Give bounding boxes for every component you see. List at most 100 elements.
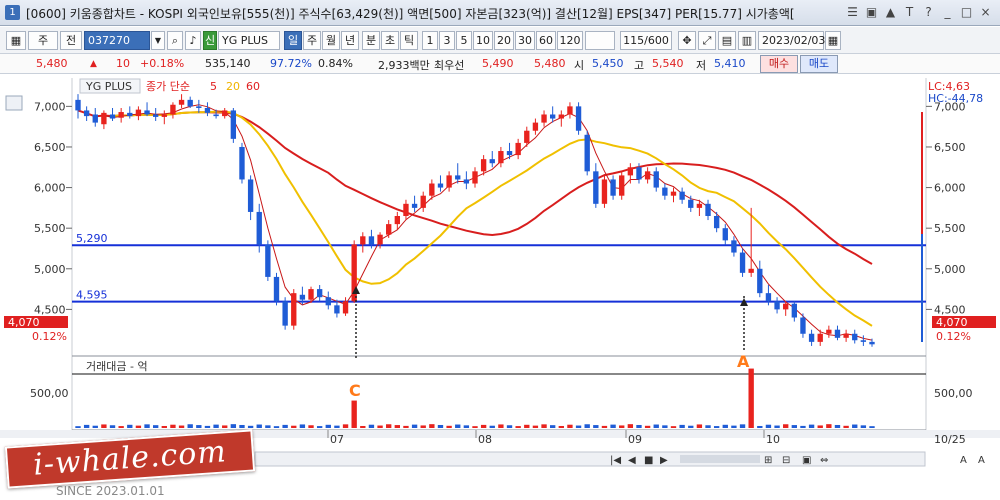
layout-icon[interactable]: ▣ (865, 5, 878, 19)
interval-120[interactable]: 120 (557, 31, 583, 50)
window-title: [0600] 키움종합차트 - KOSPI 외국인보유[555(천)] 주식수[… (26, 7, 795, 21)
stock-code-input[interactable]: 037270 (84, 31, 150, 50)
period-week[interactable]: 주 (303, 31, 321, 50)
zoom-out-icon[interactable]: ⊟ (782, 455, 790, 466)
candle-body (670, 191, 677, 196)
candlestick-chart[interactable]: YG PLUS 종가 단순 5 20 60 LC:4,63 HC:-44,78 … (0, 74, 1000, 500)
candle-body (170, 104, 176, 115)
text-icon[interactable]: T (905, 5, 914, 19)
candle-body (213, 114, 219, 117)
candle-body (852, 333, 858, 341)
candle-body (567, 106, 573, 115)
volume-bar (739, 424, 746, 428)
date-input[interactable]: 2023/02/03 (758, 31, 825, 50)
interval-10[interactable]: 10 (473, 31, 493, 50)
save-icon[interactable]: ▤ (718, 31, 736, 50)
interval-5[interactable]: 5 (456, 31, 472, 50)
scroll-next-icon[interactable]: ▶ (660, 455, 668, 466)
chart-settings-icon[interactable] (5, 95, 23, 111)
candle-body (653, 171, 659, 188)
y-axis-left: 7,000 6,500 6,000 5,500 5,000 4,500 (34, 100, 72, 316)
maximize-button[interactable]: □ (960, 5, 973, 19)
volume-bar (541, 424, 547, 428)
grid-icon[interactable]: ▦ (6, 31, 26, 50)
fit-icon[interactable]: ▣ (802, 455, 811, 466)
high-label: 고 (634, 59, 645, 72)
interval-3[interactable]: 3 (439, 31, 455, 50)
close-button[interactable]: × (980, 5, 991, 19)
font-smaller-icon[interactable]: A (960, 455, 967, 466)
candle-body (265, 244, 271, 277)
scroll-controls[interactable]: |◀ ◀ ■ ▶ ⊞ ⊟ ▣ ⇔ A A (254, 451, 985, 467)
candle-body (808, 333, 815, 342)
candle-body (316, 289, 323, 298)
font-larger-icon[interactable]: A (978, 455, 985, 466)
current-price-tag: 4,070 0.12% 4,070 0.12% (4, 316, 996, 343)
chart-area[interactable]: YG PLUS 종가 단순 5 20 60 LC:4,63 HC:-44,78 … (0, 74, 1000, 500)
candle-body (705, 203, 711, 216)
low-price: 5,410 (714, 57, 746, 70)
scroll-prev-icon[interactable]: ◀ (628, 455, 636, 466)
all-button[interactable]: 전 (60, 31, 82, 50)
period-second[interactable]: 초 (381, 31, 399, 50)
calendar-icon[interactable]: ▦ (825, 31, 841, 50)
volume-bar (161, 425, 167, 428)
buy-button[interactable]: 매수 (760, 55, 798, 73)
volume-bar (187, 424, 193, 428)
search-icon[interactable]: ⌕ (167, 31, 183, 50)
candle-body (334, 305, 340, 314)
y-tick-label: 7,000 (934, 100, 966, 113)
interval-1[interactable]: 1 (422, 31, 438, 50)
print-icon[interactable]: ▥ (738, 31, 756, 50)
chart-toolbar: ▦ 주 전 037270 ▼ ⌕ ♪ 신 YG PLUS 일 주 월 년 분 초… (0, 27, 1000, 54)
volume-bar (584, 424, 590, 428)
period-day[interactable]: 일 (284, 31, 302, 50)
x-label-07: 07 (330, 433, 344, 446)
candle-body (463, 179, 470, 184)
volume-bar (601, 425, 608, 428)
since-text: SINCE 2023.01.01 (56, 484, 165, 498)
volume-bar (230, 424, 237, 428)
menu-icon[interactable]: ☰ (847, 5, 858, 19)
volume-bar (644, 425, 651, 428)
volume-bar (144, 424, 150, 428)
help-icon[interactable]: ? (925, 5, 932, 19)
interval-30[interactable]: 30 (515, 31, 535, 50)
type-select[interactable]: 주 (28, 31, 58, 50)
current-pct-right: 0.12% (936, 330, 971, 343)
y-tick-label: 6,000 (934, 182, 966, 195)
volume-bars (75, 368, 875, 428)
candle-body (783, 303, 789, 310)
zoom-icon[interactable]: ⤢ (698, 31, 716, 50)
candle-body (713, 216, 720, 229)
scroll-stop-icon[interactable]: ■ (644, 455, 653, 466)
bid-price: 5,480 (534, 57, 566, 70)
volume-bar (748, 368, 754, 428)
interval-60[interactable]: 60 (536, 31, 556, 50)
y-tick-label: 5,000 (34, 263, 66, 276)
scroll-first-icon[interactable]: |◀ (610, 455, 621, 466)
chevron-down-icon[interactable]: ▼ (151, 31, 165, 50)
expand-icon[interactable]: ⇔ (820, 455, 828, 466)
candle-body (299, 294, 306, 300)
candle-body (765, 293, 772, 302)
current-pct-left: 0.12% (32, 330, 67, 343)
zoom-slider[interactable] (680, 455, 760, 463)
period-month[interactable]: 월 (322, 31, 340, 50)
zoom-in-icon[interactable]: ⊞ (764, 455, 772, 466)
period-tick[interactable]: 틱 (400, 31, 418, 50)
volume-bar (118, 426, 124, 428)
minimize-button[interactable]: _ (944, 5, 951, 19)
crosshair-icon[interactable]: ✥ (678, 31, 696, 50)
best-quote-label: 최우선 (434, 59, 465, 72)
interval-dropdown[interactable] (585, 31, 615, 50)
up-icon[interactable]: ▲ (885, 5, 896, 19)
speaker-icon[interactable]: ♪ (185, 31, 201, 50)
period-year[interactable]: 년 (341, 31, 359, 50)
ask-price: 5,490 (482, 57, 514, 70)
reference-lines: 5,290 4,595 (72, 232, 926, 303)
sell-button[interactable]: 매도 (800, 55, 838, 73)
interval-20[interactable]: 20 (494, 31, 514, 50)
period-minute[interactable]: 분 (362, 31, 380, 50)
y-tick-label: 5,500 (34, 222, 66, 235)
